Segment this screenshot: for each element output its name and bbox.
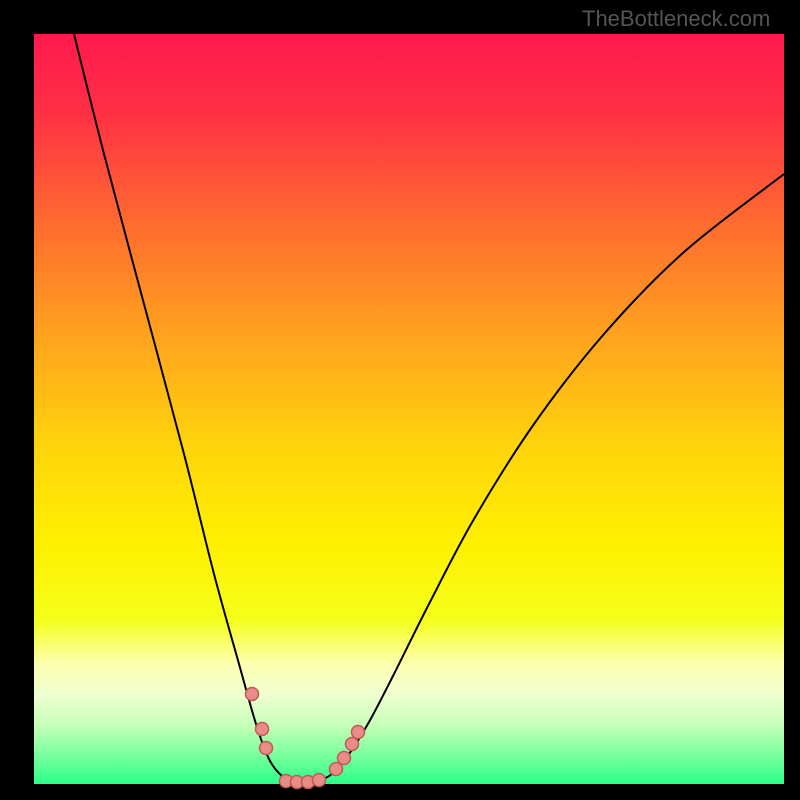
v-curve bbox=[74, 34, 784, 783]
data-marker bbox=[260, 742, 273, 755]
data-marker bbox=[256, 723, 269, 736]
data-marker bbox=[338, 752, 351, 765]
data-marker bbox=[330, 763, 343, 776]
curve-layer bbox=[34, 34, 784, 784]
marker-group bbox=[246, 688, 365, 789]
data-marker bbox=[346, 738, 359, 751]
data-marker bbox=[313, 774, 326, 787]
data-marker bbox=[352, 726, 365, 739]
outer-frame: TheBottleneck.com bbox=[0, 0, 800, 800]
watermark-text: TheBottleneck.com bbox=[582, 6, 770, 32]
plot-area bbox=[34, 34, 784, 784]
data-marker bbox=[246, 688, 259, 701]
